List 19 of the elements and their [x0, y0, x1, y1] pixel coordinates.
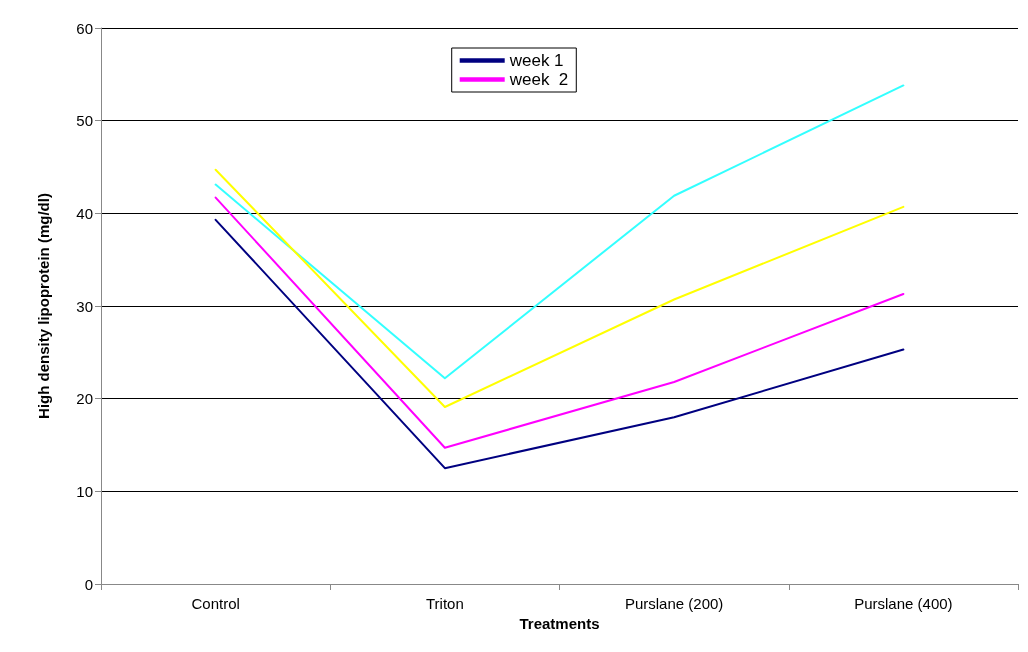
y-axis-title: High density lipoprotein (mg/dl)	[35, 193, 52, 419]
x-tick-label: Purslane (400)	[854, 595, 953, 612]
y-tick-label: 20	[76, 390, 93, 408]
y-tick-label: 60	[76, 19, 93, 37]
line-series	[214, 218, 905, 470]
y-tick-label: 30	[76, 297, 93, 315]
y-tick-label: 10	[76, 482, 93, 500]
x-axis-title: Treatments	[519, 614, 600, 632]
line-series	[214, 196, 905, 449]
x-tick-label: Purslane (200)	[624, 595, 724, 612]
x-tick-label: Triton	[425, 595, 464, 612]
line-series	[214, 168, 905, 409]
y-tick-label: 0	[84, 575, 93, 593]
line-series	[214, 84, 905, 380]
legend-label: week 1	[508, 51, 564, 70]
y-tick-label: 50	[76, 112, 93, 130]
x-tick-label: Control	[191, 595, 240, 612]
y-tick-label: 40	[76, 204, 93, 222]
legend-label: week 2	[508, 70, 569, 89]
